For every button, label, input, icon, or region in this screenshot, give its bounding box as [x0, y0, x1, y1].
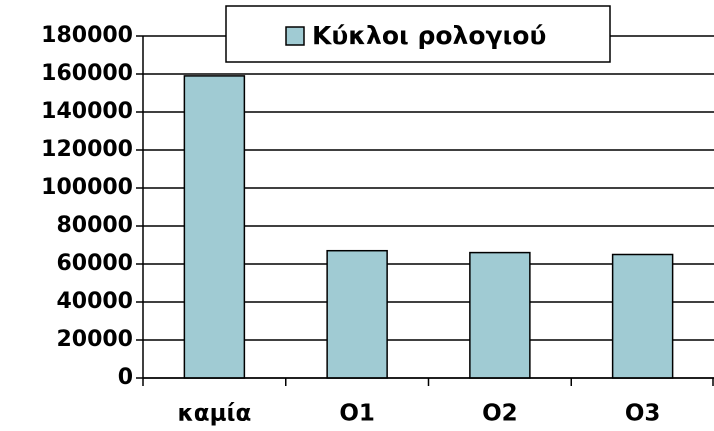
y-tick-label: 60000 [56, 251, 133, 276]
bar [326, 249, 388, 379]
bar [183, 75, 246, 379]
x-tick-label: O3 [625, 401, 661, 427]
y-tick-label: 140000 [41, 99, 133, 124]
y-tick-label: 40000 [56, 289, 133, 314]
legend-label: Κύκλοι ρολογιού [312, 21, 546, 50]
legend-swatch [285, 26, 305, 46]
y-tick-label: 160000 [41, 61, 133, 86]
y-tick-label: 0 [118, 365, 133, 390]
x-tick-label: O2 [482, 401, 518, 427]
y-tick-label: 120000 [41, 137, 133, 162]
y-tick-label: 100000 [41, 175, 133, 200]
bar [611, 253, 674, 379]
y-tick-label: 180000 [41, 23, 133, 48]
x-tick-label: καμία [177, 401, 251, 427]
y-tick-label: 80000 [56, 213, 133, 238]
x-tick-label: O1 [339, 401, 375, 427]
bar [469, 251, 531, 379]
y-tick-label: 20000 [56, 327, 133, 352]
